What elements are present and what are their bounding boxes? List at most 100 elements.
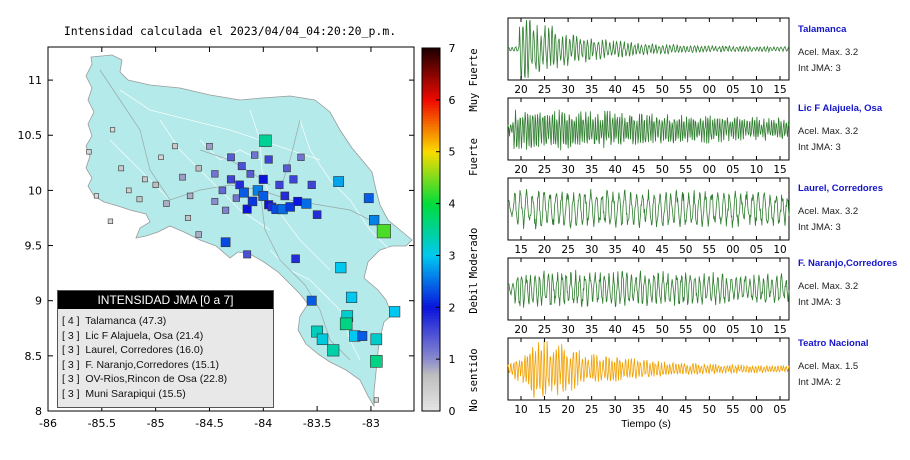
colorbar-segment (422, 66, 440, 70)
colorbar-segment (422, 338, 440, 342)
colorbar-segment (422, 390, 440, 394)
colorbar-segment (422, 276, 440, 280)
station-marker (370, 333, 383, 346)
station-marker (206, 142, 213, 150)
intensity-colorbar: 0 1 2 3 4 5 6 7 (421, 42, 456, 418)
legend-item-name: F. Naranjo,Corredores (15.1) (85, 358, 219, 371)
x-tick-label: -85.5 (88, 417, 116, 430)
station-marker (107, 218, 114, 224)
colorbar-segment (422, 110, 440, 114)
colorbar-segment (422, 89, 440, 93)
colorbar-segment (422, 50, 440, 54)
colorbar-segment (422, 398, 440, 402)
legend-item-name: Talamanca (47.3) (85, 315, 167, 327)
colorbar-segment (422, 48, 440, 52)
colorbar-segment (422, 188, 440, 192)
legend-item-name: Laurel, Corredores (16.0) (85, 344, 204, 356)
station-marker (285, 202, 295, 212)
colorbar-tick-label: 4 (449, 198, 456, 211)
station-marker (237, 162, 246, 171)
colorbar-segment (422, 229, 440, 233)
station-marker (333, 176, 345, 187)
station-markers (86, 127, 401, 403)
y-tick-label: 9 (35, 295, 42, 308)
colorbar-segment (422, 387, 440, 391)
station-marker (291, 254, 300, 264)
colorbar-segment (422, 263, 440, 267)
colorbar-segment (422, 125, 440, 129)
colorbar-segment (422, 364, 440, 368)
colorbar-segment (422, 237, 440, 241)
colorbar-segment (422, 107, 440, 111)
station-marker (293, 196, 303, 206)
colorbar-segment (422, 348, 440, 352)
station-marker (327, 344, 340, 357)
station-marker (335, 262, 347, 274)
colorbar-segment (422, 149, 440, 153)
colorbar-segment (422, 366, 440, 371)
station-marker (312, 210, 322, 219)
legend-item: [ 3 ] OV-Rios,Rincon de Osa (22.8) (62, 372, 273, 387)
colorbar-segment (422, 343, 440, 347)
colorbar-segment (422, 211, 440, 215)
station-marker (232, 194, 241, 202)
x-tick-label: -83.5 (303, 417, 331, 430)
colorbar-segment (422, 63, 440, 67)
colorbar-segment (422, 118, 440, 122)
colorbar-segment (422, 221, 440, 225)
station-marker (195, 165, 202, 172)
colorbar-segment (422, 136, 440, 140)
station-jma-intensity: Int JMA: 3 (798, 297, 841, 308)
colorbar-segment (422, 172, 440, 176)
legend-item-name: Muni Sarapiqui (15.5) (85, 387, 186, 400)
station-marker (357, 331, 368, 341)
station-marker (158, 154, 164, 160)
colorbar-segment (422, 291, 440, 295)
colorbar-segment (422, 154, 440, 158)
colorbar-segment (422, 312, 440, 316)
station-marker (195, 231, 202, 238)
station-max-acceleration: Acel. Max. 3.2 (798, 47, 859, 58)
map-axes: -86 -85.5 -85 -84.5 -84 -83.5 -83 8 8.5 9 9.5 10 10.… (18, 47, 414, 430)
colorbar-segment (422, 190, 440, 194)
colorbar-segment (422, 97, 440, 101)
station-info: Teatro Nacional Acel. Max. 1.5 Int JMA: 2 (798, 338, 869, 388)
station-marker (246, 170, 255, 178)
colorbar-segment (422, 120, 440, 124)
station-marker (211, 198, 219, 205)
colorbar-segment (422, 159, 440, 163)
x-tick-label: -85 (147, 417, 165, 430)
station-info: F. Naranjo,Corredores Acel. Max. 3.2 Int J… (798, 258, 897, 308)
station-jma-intensity: Int JMA: 2 (798, 377, 841, 388)
colorbar-segment (422, 81, 440, 85)
colorbar-segment (422, 58, 440, 62)
station-marker (264, 155, 273, 164)
colorbar-label-debil: Debil (468, 282, 480, 314)
colorbar-tick-label: 5 (449, 146, 456, 159)
colorbar-segment (422, 143, 440, 148)
colorbar-segment (422, 234, 440, 238)
colorbar-segment (422, 169, 440, 174)
colorbar-segment (422, 356, 440, 360)
station-marker (242, 204, 252, 214)
legend-item-level: [ 4 ] (62, 315, 80, 327)
colorbar-segment (422, 175, 440, 179)
colorbar-segment (422, 320, 440, 324)
station-marker (184, 215, 191, 221)
colorbar-segment (422, 164, 440, 168)
colorbar-label-no-sentido: No sentido (468, 348, 480, 411)
colorbar-segment (422, 138, 440, 142)
station-marker (363, 193, 374, 204)
colorbar-category-labels: Muy Fuerte Fuerte Moderado Debil No sent… (468, 48, 480, 411)
colorbar-segment (422, 317, 440, 321)
station-marker (373, 397, 379, 403)
station-marker (252, 185, 264, 196)
colorbar-segment (422, 392, 440, 397)
colorbar-segment (422, 195, 440, 199)
colorbar-segment (422, 252, 440, 257)
colorbar-segment (422, 294, 440, 298)
y-tick-label: 8 (35, 405, 42, 418)
colorbar-segment (422, 151, 440, 155)
legend-item: [ 3 ] Lic F Alajuela, Osa (21.4) (62, 329, 273, 344)
station-marker (179, 173, 186, 181)
